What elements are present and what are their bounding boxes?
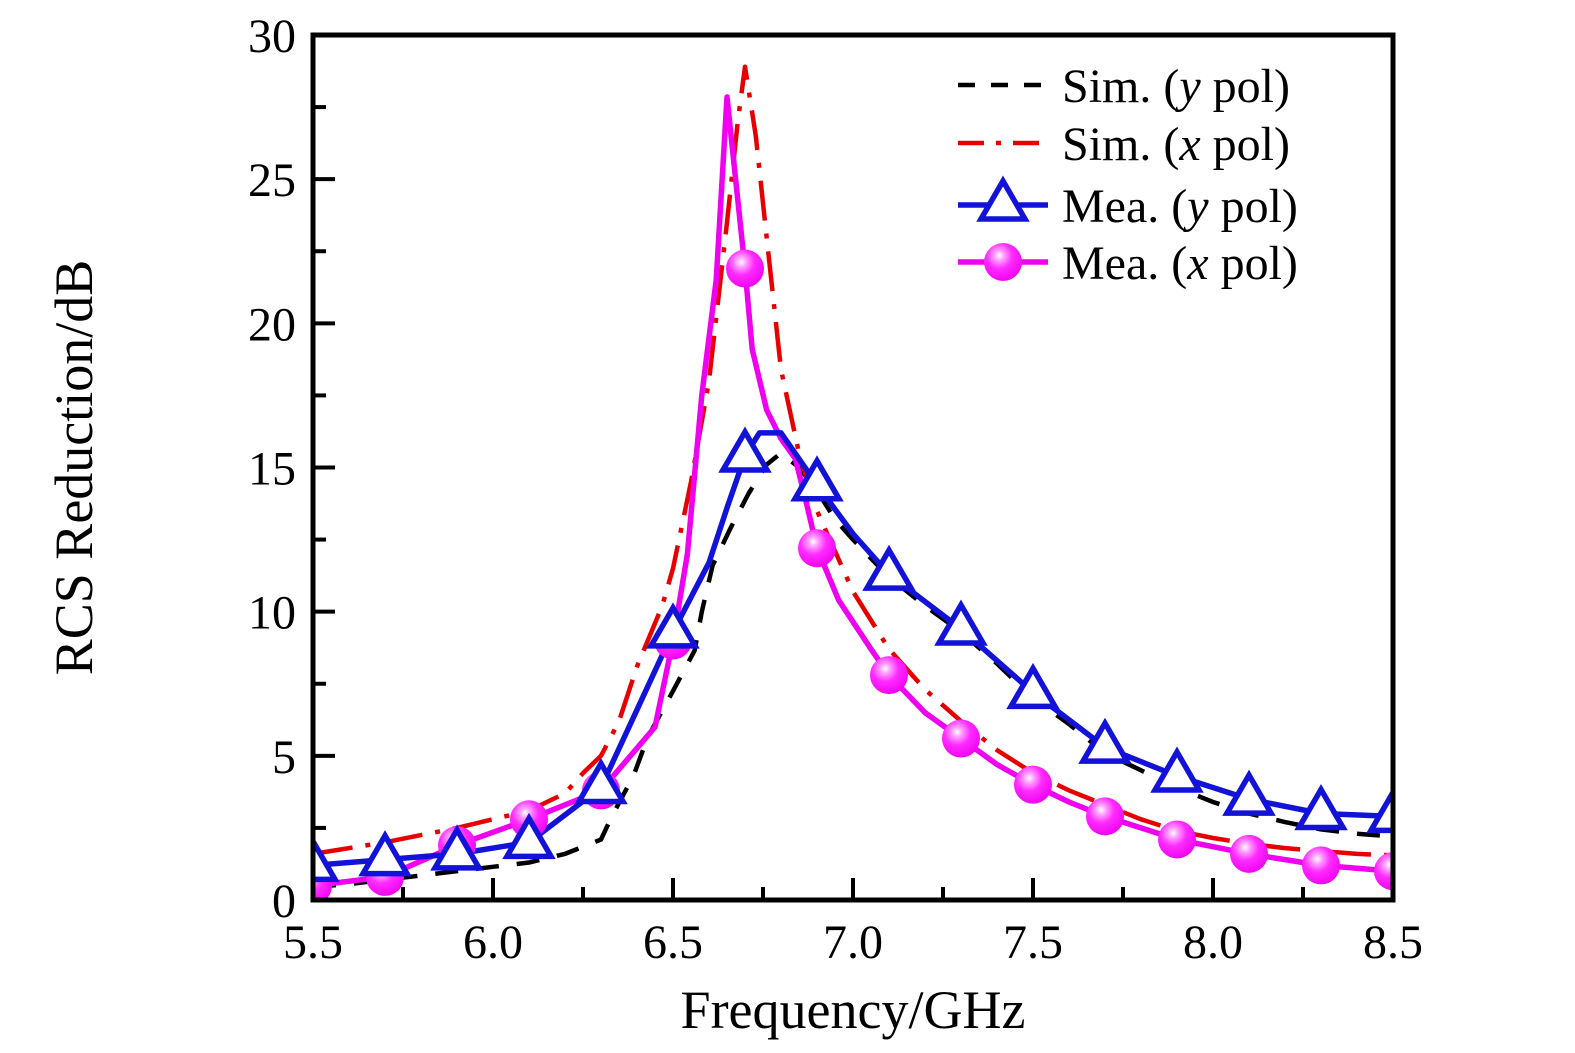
series-mea-y-line [313,430,1393,869]
marker-sphere-mea-x [1158,820,1196,859]
x-tick-label-7.0: 7.0 [823,916,883,969]
marker-triangle-mea-y [430,824,484,871]
x-tick-label-7.5: 7.5 [1003,916,1063,969]
marker-triangle-mea-y [862,544,916,591]
tick-labels: 5.5 6.0 6.5 7.0 7.5 8.0 8.5 0 5 10 15 20 25 30 [248,10,1423,969]
marker-sphere-mea-x [798,529,836,568]
legend-label-sim-y: Sim. (y pol) [1062,60,1290,113]
marker-triangle-mea-y [1222,769,1276,816]
y-axis-title: RCS Reduction/dB [44,260,104,676]
legend: Sim. (y pol)Sim. (x pol) Mea. (y pol)Mea.… [958,60,1298,290]
y-tick-label-15: 15 [248,443,296,496]
marker-triangle-mea-y [646,602,700,649]
marker-sphere-mea-x [1014,765,1052,804]
marker-triangle-mea-y [790,455,844,502]
legend-marker-sphere [984,243,1022,281]
marker-triangle-mea-y [313,835,340,883]
plot-frame [310,32,1396,903]
legend-item-mea-y: Mea. (y pol) [958,175,1298,233]
marker-sphere-mea-x [1374,852,1393,891]
marker-triangle-mea-y [1006,662,1060,710]
y-tick-label-10: 10 [248,587,296,640]
x-tick-label-6.5: 6.5 [643,916,703,969]
marker-sphere-mea-x [942,719,980,758]
legend-item-mea-x: Mea. (x pol) [958,237,1298,290]
marker-triangle-mea-y [1150,746,1204,793]
marker-sphere-mea-x [1230,834,1268,873]
x-axis-title: Frequency/GHz [681,980,1026,1040]
legend-marker-triangle [976,175,1030,222]
marker-sphere-mea-x [870,656,908,695]
marker-sphere-mea-x [726,249,764,288]
x-tick-label-6.0: 6.0 [463,916,523,969]
y-tick-label-30: 30 [248,10,296,63]
legend-label-mea-y: Mea. (y pol) [1062,180,1298,233]
marker-triangle-mea-y [718,426,772,473]
marker-triangle-mea-y [1366,786,1393,834]
legend-item-sim-x: Sim. (x pol) [958,118,1290,171]
marker-sphere-mea-x [1302,846,1340,885]
x-tick-label-8.5: 8.5 [1363,916,1423,969]
series-layer [313,64,1393,900]
y-tick-label-0: 0 [272,875,296,928]
x-tick-label-8.0: 8.0 [1183,916,1243,969]
y-tick-label-25: 25 [248,154,296,207]
marker-triangle-mea-y [1294,784,1348,831]
marker-triangle-mea-y [502,812,556,860]
legend-item-sim-y: Sim. (y pol) [958,60,1290,113]
series-sim-x-line [313,64,1393,858]
y-tick-label-5: 5 [272,731,296,784]
legend-label-sim-x: Sim. (x pol) [1062,118,1290,171]
marker-sphere-mea-x [1086,797,1124,836]
x-tick-label-5.5: 5.5 [283,916,343,969]
y-tick-label-20: 20 [248,298,296,351]
legend-label-mea-x: Mea. (x pol) [1062,237,1298,290]
marker-triangle-mea-y [934,599,988,646]
marker-triangle-mea-y [358,830,412,877]
marker-triangle-mea-y [1078,717,1132,764]
marker-triangle-mea-y [574,758,628,805]
